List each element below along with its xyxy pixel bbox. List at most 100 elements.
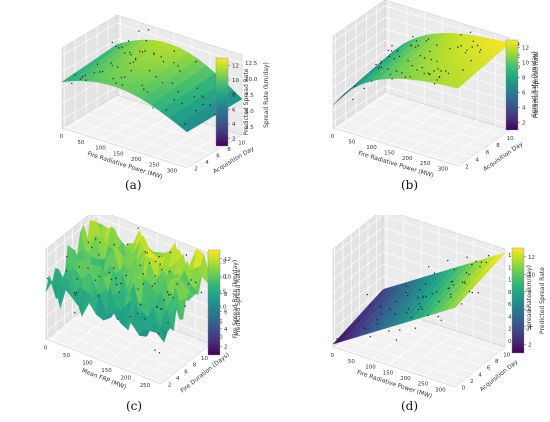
data-point — [113, 267, 115, 269]
x-tick-label: 150 — [101, 368, 112, 374]
data-point — [479, 266, 481, 268]
data-point — [138, 30, 140, 32]
data-point — [407, 60, 409, 62]
data-point — [155, 76, 157, 78]
data-point — [115, 82, 117, 84]
data-point — [428, 73, 431, 76]
data-point — [466, 49, 468, 51]
grid-line — [63, 46, 190, 168]
x-tick-label: 150 — [113, 151, 124, 157]
data-point — [452, 284, 455, 286]
data-point — [74, 74, 76, 76]
data-point — [124, 76, 126, 78]
data-point — [148, 262, 151, 264]
data-point — [369, 336, 371, 338]
z-tick-label: 4 — [508, 314, 512, 320]
data-point — [173, 62, 175, 64]
z-axis-label: Spread Rate (km/day) — [531, 51, 538, 117]
data-point — [142, 283, 145, 285]
data-point — [430, 58, 432, 61]
data-point — [110, 62, 112, 64]
data-point — [389, 74, 391, 76]
data-point — [209, 104, 211, 106]
grid-line — [376, 5, 502, 137]
colorbar-tick-label: 8 — [528, 290, 532, 296]
colorbar-tick-label: 10 — [232, 78, 239, 84]
data-point — [423, 57, 426, 59]
y-tick-label: 4 — [476, 157, 480, 163]
x-tick-label: 200 — [402, 156, 413, 162]
data-point — [184, 305, 186, 307]
data-point — [115, 45, 117, 48]
grid-line — [405, 233, 457, 372]
data-point — [414, 327, 416, 329]
data-point — [163, 299, 165, 301]
chart-a-svg: 0 50 100 150 200 250 300 2 4 6 8 10 2.5 5.0 7.5 10.0 12.… — [60, 14, 270, 181]
data-point — [200, 291, 203, 294]
data-point — [141, 84, 143, 87]
chart-panel-c: 050100150200250246810129.09.510.010.511.… — [0, 215, 275, 422]
data-point — [398, 55, 401, 58]
data-point — [137, 288, 139, 290]
colorbar — [511, 247, 525, 354]
data-point — [436, 60, 438, 63]
data-point — [126, 243, 129, 246]
data-point — [193, 96, 196, 98]
y-tick-label: 2 — [168, 383, 172, 389]
data-point — [142, 273, 145, 275]
data-point — [168, 271, 170, 273]
data-point — [417, 308, 420, 311]
data-point — [99, 71, 101, 73]
data-point — [76, 278, 78, 280]
data-point — [161, 82, 163, 84]
y-tick-label: 8 — [227, 147, 231, 153]
data-point — [181, 102, 183, 105]
surface — [45, 220, 212, 343]
y-tick-label: 8 — [193, 363, 197, 369]
data-point — [437, 315, 439, 318]
x-tick-label: 150 — [384, 150, 395, 156]
data-point — [418, 303, 421, 305]
chart-c-svg: 050100150200250246810129.09.510.010.511.… — [44, 215, 242, 394]
y-tick-label: 4 — [205, 160, 209, 166]
z-axis-label: Fire Spread Rate (km/day) — [232, 260, 239, 338]
z-tick-label: 6 — [508, 302, 512, 308]
y-tick-label: 2 — [194, 167, 198, 173]
z-tick-label: 10 — [508, 278, 515, 284]
data-point — [427, 314, 429, 317]
data-point — [190, 279, 192, 281]
y-tick-label: 6 — [216, 154, 220, 160]
y-tick-label: 2 — [470, 379, 474, 385]
data-point — [151, 285, 154, 287]
x-tick-label: 200 — [131, 157, 142, 163]
y-tick-label: 6 — [487, 366, 491, 372]
y-axis-label: Acquisition Day — [479, 358, 520, 393]
data-point — [393, 58, 396, 60]
data-point — [85, 79, 87, 82]
surface-patch — [177, 122, 192, 133]
grid-line — [354, 6, 407, 135]
colorbar-tick-label: 2 — [528, 342, 532, 348]
data-point — [159, 308, 162, 310]
data-point — [380, 60, 382, 63]
data-point — [202, 103, 204, 106]
data-point — [139, 50, 141, 53]
data-point — [427, 72, 429, 75]
data-point — [66, 270, 68, 272]
data-point — [112, 77, 114, 80]
data-point — [130, 69, 132, 72]
grid-line — [85, 33, 212, 154]
data-point — [153, 53, 155, 56]
y-tick-label: 4 — [478, 372, 482, 378]
data-point — [468, 273, 470, 275]
data-point — [98, 275, 101, 278]
z-tick-label: 2.5 — [245, 125, 254, 131]
data-point — [417, 44, 419, 47]
data-point — [440, 70, 442, 72]
data-point — [195, 60, 197, 63]
data-point — [177, 65, 179, 67]
data-point — [411, 65, 413, 67]
data-point — [464, 282, 466, 285]
data-point — [431, 292, 433, 295]
grid-line — [332, 215, 506, 256]
